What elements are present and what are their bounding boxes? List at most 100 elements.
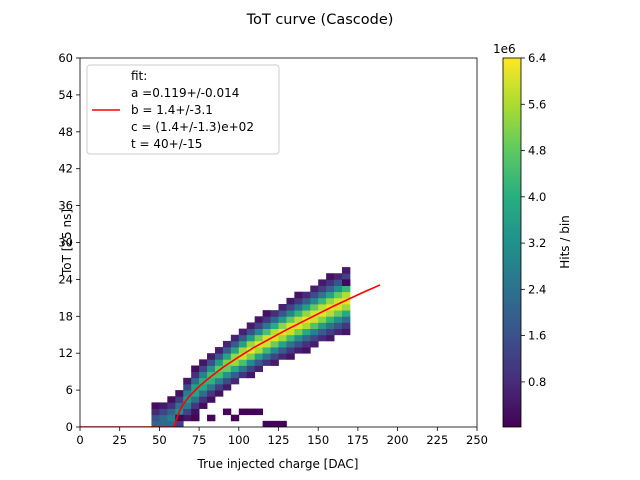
heatmap-cell [214, 359, 224, 366]
heatmap-cell [302, 340, 311, 348]
y-tick-label: 24 [58, 272, 73, 286]
heatmap-cell [342, 310, 351, 317]
heatmap-cell [167, 402, 176, 409]
heatmap-cell [230, 347, 240, 354]
heatmap-cell [222, 371, 232, 379]
heatmap-cell [334, 322, 343, 329]
colorbar-tick-label: 6.4 [528, 51, 546, 65]
heatmap-cell [238, 365, 248, 373]
heatmap-cell [310, 322, 319, 329]
heatmap-cell [318, 279, 327, 286]
heatmap-cell [214, 371, 224, 379]
colorbar-tick-label: 1.6 [528, 329, 546, 343]
heatmap-cell [199, 396, 208, 403]
heatmap-cell [278, 310, 287, 317]
heatmap-cell [167, 414, 176, 422]
heatmap-cell [262, 322, 271, 329]
heatmap-cell [207, 414, 216, 422]
heatmap-cell [207, 359, 216, 366]
heatmap-cell [342, 322, 351, 329]
heatmap-cell [334, 279, 343, 286]
heatmap-cell [326, 322, 335, 329]
heatmap-cell [214, 365, 224, 373]
heatmap-cell [222, 340, 232, 348]
heatmap-cell [167, 408, 176, 416]
heatmap-cell [167, 396, 176, 403]
heatmap-cell [318, 304, 327, 311]
colorbar-tick-label: 3.2 [528, 236, 546, 250]
heatmap-cell [238, 408, 248, 416]
heatmap-cell [246, 371, 256, 379]
heatmap-cell [222, 359, 232, 366]
heatmap-cell [310, 334, 319, 342]
heatmap-cells [151, 267, 351, 427]
heatmap-cell [254, 322, 264, 329]
colorbar-frame [502, 57, 522, 428]
fit-curve-line [80, 284, 381, 427]
heatmap-cell [286, 310, 295, 317]
heatmap-cell [246, 365, 256, 373]
heatmap-cell [334, 291, 343, 299]
heatmap-cell [286, 347, 295, 354]
heatmap-cell [318, 328, 327, 336]
heatmap-cell [151, 408, 160, 416]
x-tick-label: 75 [192, 433, 207, 447]
heatmap-cell [310, 304, 319, 311]
heatmap-cell [175, 390, 184, 397]
heatmap-cell [310, 291, 319, 299]
heatmap-cell [302, 322, 311, 329]
heatmap-cell [270, 340, 279, 348]
heatmap-cell [262, 334, 271, 342]
heatmap-cell [230, 334, 240, 342]
heatmap-cell [207, 390, 216, 397]
x-tick-label: 175 [347, 433, 369, 447]
heatmap-cell [326, 328, 335, 336]
x-tick-label: 200 [387, 433, 409, 447]
heatmap-cell [286, 304, 295, 311]
legend-entry: a =0.119+/-0.014 [131, 86, 239, 100]
legend: fit: a =0.119+/-0.014 b = 1.4+/-3.1 c = (1.… [86, 64, 280, 155]
x-tick-label: 50 [152, 433, 167, 447]
heatmap-cell [254, 334, 264, 342]
heatmap-cell [270, 420, 279, 427]
heatmap-cell [278, 347, 287, 354]
colorbar-label: Hits / bin [558, 215, 572, 269]
heatmap-cell [191, 414, 200, 422]
heatmap-cell [270, 310, 279, 317]
y-tick-label: 36 [58, 199, 73, 213]
heatmap-cell [270, 334, 279, 342]
heatmap-cell [191, 402, 200, 409]
heatmap-cell [238, 359, 248, 366]
heatmap-cell [286, 353, 295, 360]
heatmap-cell [342, 291, 351, 299]
heatmap-cell [286, 322, 295, 329]
heatmap-cell [342, 316, 351, 323]
heatmap-cell [294, 340, 303, 348]
heatmap-cell [294, 304, 303, 311]
heatmap-cell [238, 353, 248, 360]
heatmap-cell [159, 408, 168, 416]
heatmap-cell [199, 359, 208, 366]
y-tick-label: 48 [58, 125, 73, 139]
heatmap-cell [318, 310, 327, 317]
heatmap-cell [175, 414, 184, 422]
heatmap-cell [342, 279, 351, 286]
heatmap-cell [342, 297, 351, 305]
y-axis-label: ToT [25 ns] [60, 209, 74, 276]
colorbar: 1e6 Hits / bin 0.8 1.6 2.4 3.2 4.0 4.8 5.6 6.4 [493, 42, 572, 428]
heatmap-cell [199, 383, 208, 391]
heatmap-cell [246, 408, 256, 416]
x-tick-label: 250 [466, 433, 488, 447]
heatmap-cell [246, 328, 256, 336]
heatmap-cell [302, 297, 311, 305]
heatmap-cell [302, 334, 311, 342]
heatmap-cell [207, 396, 216, 403]
heatmap-cell [246, 359, 256, 366]
x-tick-label: 225 [426, 433, 448, 447]
heatmap-cell [191, 396, 200, 403]
heatmap-cell [302, 347, 311, 354]
heatmap-cell [262, 316, 271, 323]
heatmap-cell [199, 402, 208, 409]
heatmap-cell [302, 310, 311, 317]
